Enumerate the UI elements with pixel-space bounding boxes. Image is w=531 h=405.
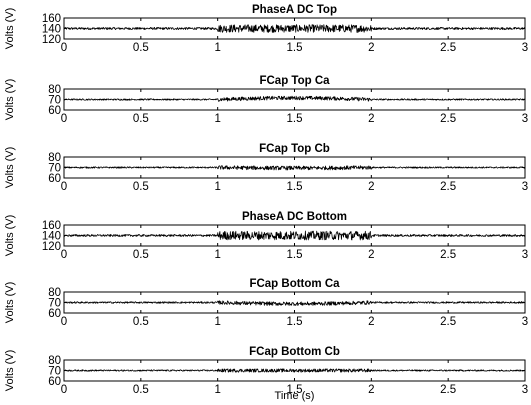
x-tick-label: 0 — [61, 249, 67, 261]
y-tick-label: 60 — [48, 308, 61, 320]
x-tick-label: 2 — [368, 113, 374, 125]
x-tick-label: 0 — [61, 113, 67, 125]
y-tick-label: 70 — [48, 366, 61, 378]
x-tick-label: 0.5 — [133, 113, 149, 125]
y-tick-label: 60 — [48, 173, 61, 185]
y-tick-label: 80 — [48, 355, 61, 367]
y-tick-label: 140 — [42, 231, 61, 243]
x-tick-label: 3 — [522, 113, 528, 125]
x-tick-label: 3 — [522, 316, 528, 328]
y-tick-label: 60 — [48, 105, 61, 117]
y-tick-label: 160 — [42, 220, 61, 232]
x-tick-label: 2.5 — [440, 181, 456, 193]
x-tick-label: 2 — [368, 316, 374, 328]
x-tick-label: 1.5 — [287, 113, 303, 125]
x-tick-label: 2.5 — [440, 42, 456, 54]
x-tick-label: 2 — [368, 42, 374, 54]
panel-title: FCap Bottom Ca — [249, 278, 340, 290]
x-tick-label: 1.5 — [287, 181, 303, 193]
x-tick-label: 0 — [61, 42, 67, 54]
panel-title: FCap Top Ca — [259, 75, 330, 87]
y-axis-label: Volts (V) — [4, 8, 16, 50]
x-tick-label: 0.5 — [133, 384, 149, 396]
y-tick-label: 160 — [42, 13, 61, 25]
x-tick-label: 2.5 — [440, 316, 456, 328]
series-line — [63, 24, 526, 33]
y-tick-label: 140 — [42, 24, 61, 36]
series-line — [63, 368, 526, 373]
x-tick-label: 1 — [214, 181, 220, 193]
x-tick-label: 1.5 — [287, 249, 303, 261]
y-tick-label: 70 — [48, 163, 61, 175]
x-tick-label: 1.5 — [287, 384, 303, 396]
y-tick-label: 80 — [48, 287, 61, 299]
x-tick-label: 1.5 — [287, 316, 303, 328]
x-tick-label: 0 — [61, 181, 67, 193]
x-tick-label: 0.5 — [133, 249, 149, 261]
x-axis-label: Time (s) — [275, 390, 315, 402]
y-tick-label: 80 — [48, 84, 61, 96]
y-tick-label: 60 — [48, 376, 61, 388]
x-tick-label: 1 — [214, 384, 220, 396]
x-tick-label: 2.5 — [440, 384, 456, 396]
y-axis-label: Volts (V) — [4, 215, 16, 257]
y-tick-label: 70 — [48, 95, 61, 107]
x-tick-label: 2 — [368, 384, 374, 396]
panel-title: PhaseA DC Bottom — [242, 211, 347, 223]
x-tick-label: 1 — [214, 316, 220, 328]
x-tick-label: 1 — [214, 113, 220, 125]
x-tick-label: 3 — [522, 181, 528, 193]
y-tick-label: 80 — [48, 152, 61, 164]
series-line — [63, 165, 526, 171]
x-tick-label: 1.5 — [287, 42, 303, 54]
x-tick-label: 0.5 — [133, 316, 149, 328]
x-tick-label: 2 — [368, 249, 374, 261]
series-line — [63, 300, 526, 307]
y-tick-label: 120 — [42, 34, 61, 46]
x-tick-label: 1 — [214, 42, 220, 54]
x-tick-label: 0.5 — [133, 42, 149, 54]
panel-title: PhaseA DC Top — [252, 4, 337, 16]
x-tick-label: 2.5 — [440, 249, 456, 261]
x-tick-label: 1 — [214, 249, 220, 261]
y-axis-label: Volts (V) — [4, 147, 16, 189]
panel-title: FCap Bottom Cb — [249, 346, 340, 358]
y-tick-label: 70 — [48, 298, 61, 310]
x-tick-label: 0 — [61, 316, 67, 328]
series-line — [63, 230, 526, 241]
x-tick-label: 3 — [522, 384, 528, 396]
y-axis-label: Volts (V) — [4, 79, 16, 121]
y-axis-label: Volts (V) — [4, 282, 16, 324]
y-tick-label: 120 — [42, 241, 61, 253]
panel-title: FCap Top Cb — [259, 143, 330, 155]
x-tick-label: 0 — [61, 384, 67, 396]
x-tick-label: 2 — [368, 181, 374, 193]
x-tick-label: 2.5 — [440, 113, 456, 125]
x-tick-label: 0.5 — [133, 181, 149, 193]
x-tick-label: 3 — [522, 42, 528, 54]
x-tick-label: 3 — [522, 249, 528, 261]
y-axis-label: Volts (V) — [4, 350, 16, 392]
series-line — [63, 95, 526, 102]
